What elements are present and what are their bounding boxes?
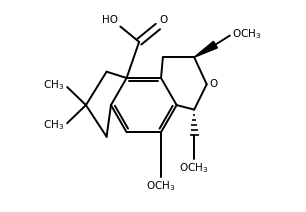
Text: CH$_3$: CH$_3$	[43, 78, 64, 92]
Text: HO: HO	[103, 15, 118, 25]
Text: OCH$_3$: OCH$_3$	[146, 179, 176, 193]
Text: OCH$_3$: OCH$_3$	[232, 27, 261, 40]
Text: O: O	[210, 79, 218, 89]
Polygon shape	[194, 41, 218, 57]
Text: O: O	[160, 15, 168, 25]
Text: OCH$_3$: OCH$_3$	[180, 161, 209, 175]
Text: CH$_3$: CH$_3$	[43, 118, 64, 132]
